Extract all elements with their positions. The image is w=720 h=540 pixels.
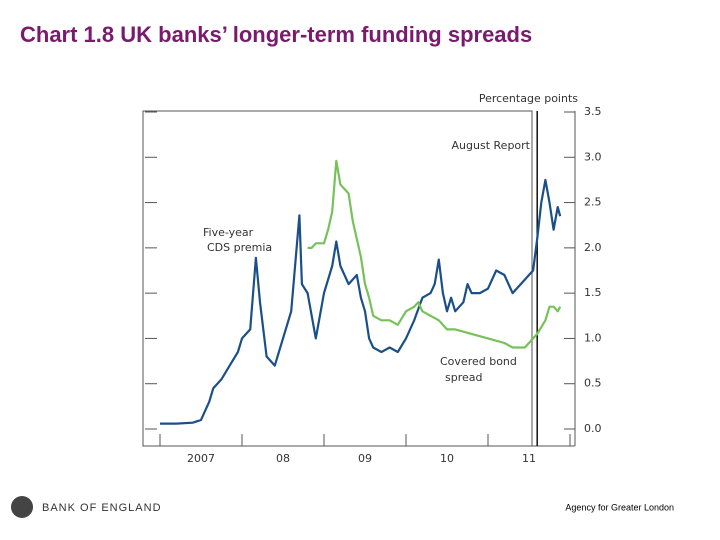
annotation: CDS premia bbox=[207, 241, 272, 254]
logo-icon bbox=[11, 496, 33, 518]
x-tick-label: 09 bbox=[358, 452, 372, 465]
y-tick-label: 0.5 bbox=[584, 377, 602, 390]
x-tick-label: 11 bbox=[522, 452, 536, 465]
y-tick-label: 3.5 bbox=[584, 105, 602, 118]
y-axis-label: Percentage points bbox=[479, 92, 578, 105]
annotation: Five-year bbox=[203, 226, 254, 239]
x-tick-label: 2007 bbox=[187, 452, 215, 465]
y-tick-label: 2.0 bbox=[584, 241, 602, 254]
y-tick-label: 2.5 bbox=[584, 196, 602, 209]
y-tick-label: 0.0 bbox=[584, 422, 602, 435]
y-tick-label: 1.5 bbox=[584, 286, 602, 299]
x-tick-label: 10 bbox=[440, 452, 454, 465]
plot-frame bbox=[142, 110, 533, 447]
y-tick-label: 3.0 bbox=[584, 150, 602, 163]
y-tick-label: 1.0 bbox=[584, 331, 602, 344]
annotation: Covered bond bbox=[440, 355, 517, 368]
logo-text: BANK OF ENGLAND bbox=[42, 502, 162, 514]
slide-title: Chart 1.8 UK banks’ longer-term funding … bbox=[20, 22, 532, 47]
x-tick-label: 08 bbox=[276, 452, 290, 465]
series-line bbox=[160, 178, 562, 425]
series-line bbox=[307, 159, 562, 349]
annotation: August Report bbox=[452, 139, 531, 152]
footer: Agency for Greater London bbox=[565, 502, 674, 512]
annotation: spread bbox=[445, 371, 483, 384]
